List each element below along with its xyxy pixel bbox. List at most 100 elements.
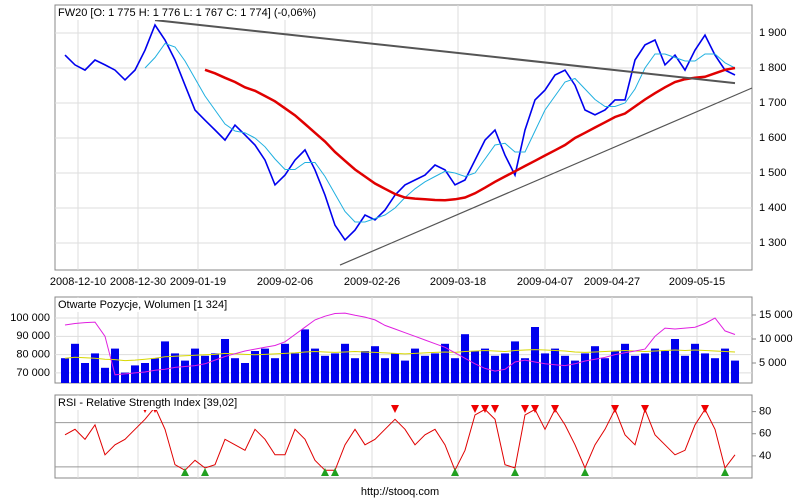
bar bbox=[291, 353, 299, 383]
oversold-marker bbox=[581, 468, 589, 476]
bar bbox=[661, 350, 669, 383]
bar bbox=[681, 355, 689, 383]
bar bbox=[71, 343, 79, 383]
overbought-marker bbox=[481, 405, 489, 413]
bar bbox=[171, 353, 179, 383]
bar bbox=[631, 355, 639, 383]
bar bbox=[601, 358, 609, 383]
x-tick-label: 2009-01-19 bbox=[170, 276, 226, 288]
plot-area bbox=[54, 4, 753, 271]
source-link[interactable]: http://stooq.com bbox=[361, 486, 439, 498]
y-tick-label: 1 600 bbox=[759, 132, 787, 144]
x-tick-label: 2008-12-10 bbox=[50, 276, 106, 288]
x-tick-label: 2009-05-15 bbox=[669, 276, 725, 288]
bar bbox=[571, 360, 579, 383]
bar bbox=[91, 353, 99, 383]
bar bbox=[371, 346, 379, 383]
bar bbox=[431, 353, 439, 383]
y-tick-label: 100 000 bbox=[10, 312, 50, 324]
bar bbox=[671, 338, 679, 383]
y2-tick-label: 15 000 bbox=[759, 309, 793, 321]
bar bbox=[581, 353, 589, 383]
bar bbox=[501, 353, 509, 383]
bar bbox=[141, 362, 149, 383]
overbought-marker bbox=[641, 405, 649, 413]
y-tick-label: 80 000 bbox=[16, 349, 50, 361]
bar bbox=[221, 338, 229, 383]
bar bbox=[451, 358, 459, 383]
y-tick-label: 1 400 bbox=[759, 202, 787, 214]
bar bbox=[531, 326, 539, 383]
line bbox=[154, 19, 736, 85]
bar bbox=[251, 350, 259, 383]
oversold-marker bbox=[451, 468, 459, 476]
bar bbox=[61, 358, 69, 383]
y-tick-label: 1 500 bbox=[759, 167, 787, 179]
bar bbox=[361, 350, 369, 383]
oversold-marker bbox=[721, 468, 729, 476]
bar bbox=[591, 346, 599, 383]
y-tick-label: 80 bbox=[759, 406, 771, 418]
bar bbox=[401, 360, 409, 383]
x-tick-label: 2009-03-18 bbox=[430, 276, 486, 288]
y2-tick-label: 10 000 bbox=[759, 333, 793, 345]
title-box bbox=[56, 6, 321, 20]
bar bbox=[441, 343, 449, 383]
bar bbox=[521, 358, 529, 383]
bar bbox=[731, 360, 739, 383]
x-tick-label: 2009-04-27 bbox=[584, 276, 640, 288]
y-tick-label: 70 000 bbox=[16, 367, 50, 379]
bar bbox=[551, 348, 559, 383]
bar bbox=[331, 353, 339, 383]
y-tick-label: 1 700 bbox=[759, 97, 787, 109]
line bbox=[339, 87, 753, 266]
bar bbox=[301, 329, 309, 383]
bar bbox=[81, 362, 89, 383]
bar bbox=[691, 343, 699, 383]
line bbox=[144, 42, 736, 223]
bar bbox=[271, 358, 279, 383]
x-tick-label: 2009-02-06 bbox=[257, 276, 313, 288]
bar bbox=[621, 343, 629, 383]
bar bbox=[381, 358, 389, 383]
overbought-marker bbox=[491, 405, 499, 413]
bar bbox=[721, 348, 729, 383]
line bbox=[64, 312, 736, 376]
bar bbox=[161, 341, 169, 383]
line bbox=[204, 66, 736, 202]
bar bbox=[131, 365, 139, 383]
overbought-marker bbox=[701, 405, 709, 413]
x-tick-label: 2008-12-30 bbox=[110, 276, 166, 288]
y-tick-label: 1 800 bbox=[759, 62, 787, 74]
y-tick-label: 1 300 bbox=[759, 237, 787, 249]
y-tick-label: 1 900 bbox=[759, 27, 787, 39]
bar bbox=[561, 355, 569, 383]
bar bbox=[701, 353, 709, 383]
x-tick-label: 2009-02-26 bbox=[344, 276, 400, 288]
bar bbox=[261, 348, 269, 383]
bar bbox=[281, 343, 289, 383]
bar bbox=[121, 372, 129, 383]
bar bbox=[341, 343, 349, 383]
overbought-marker bbox=[471, 405, 479, 413]
bar bbox=[491, 355, 499, 383]
bar bbox=[211, 353, 219, 383]
bar bbox=[641, 353, 649, 383]
line bbox=[64, 406, 736, 472]
bar bbox=[101, 367, 109, 383]
y-tick-label: 90 000 bbox=[16, 330, 50, 342]
bar bbox=[471, 350, 479, 383]
bar bbox=[541, 353, 549, 383]
bar bbox=[311, 348, 319, 383]
bar bbox=[481, 348, 489, 383]
line bbox=[64, 349, 736, 362]
bar bbox=[231, 358, 239, 383]
oversold-marker bbox=[181, 468, 189, 476]
y-tick-label: 40 bbox=[759, 450, 771, 462]
x-tick-label: 2009-04-07 bbox=[517, 276, 573, 288]
bar bbox=[111, 348, 119, 383]
bar bbox=[651, 348, 659, 383]
oversold-marker bbox=[321, 468, 329, 476]
bar bbox=[351, 358, 359, 383]
